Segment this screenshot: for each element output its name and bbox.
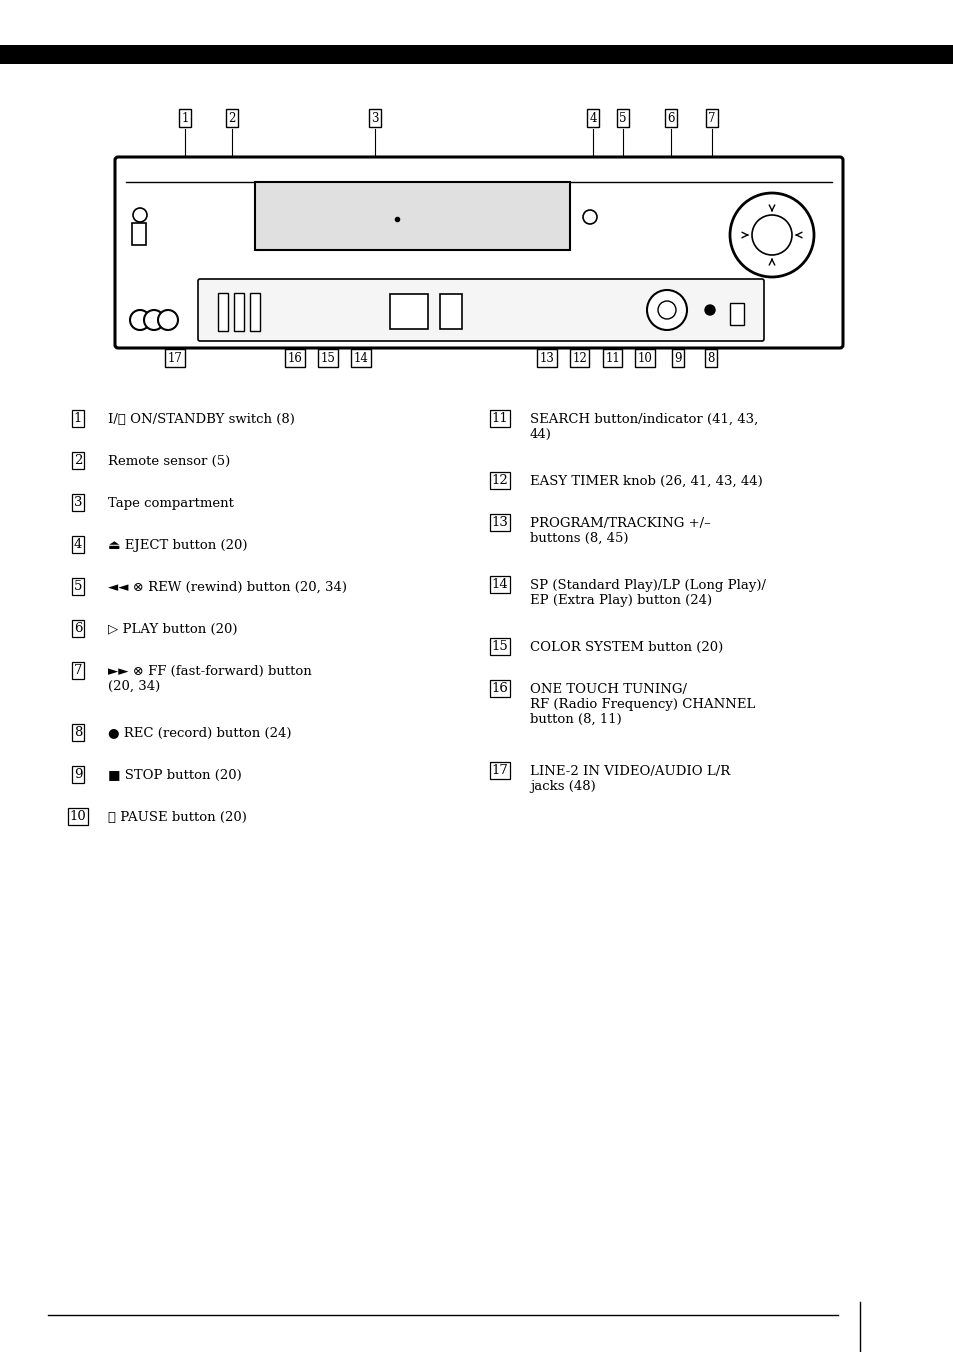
Text: 4: 4 bbox=[589, 111, 597, 124]
Text: ■ STOP button (20): ■ STOP button (20) bbox=[108, 769, 241, 781]
Text: Remote sensor (5): Remote sensor (5) bbox=[108, 456, 230, 468]
Text: 12: 12 bbox=[572, 352, 587, 365]
Circle shape bbox=[646, 289, 686, 330]
Bar bbox=[0, 45, 953, 64]
Text: LINE-2 IN VIDEO/AUDIO L/R
jacks (48): LINE-2 IN VIDEO/AUDIO L/R jacks (48) bbox=[530, 765, 729, 794]
Circle shape bbox=[158, 310, 178, 330]
Text: 9: 9 bbox=[73, 768, 82, 781]
Text: 13: 13 bbox=[539, 352, 554, 365]
Bar bbox=[233, 293, 244, 331]
Bar bbox=[729, 303, 743, 324]
Text: EASY TIMER knob (26, 41, 43, 44): EASY TIMER knob (26, 41, 43, 44) bbox=[530, 475, 762, 488]
Text: I/⏽ ON/STANDBY switch (8): I/⏽ ON/STANDBY switch (8) bbox=[108, 412, 294, 426]
Text: 11: 11 bbox=[491, 412, 508, 425]
Text: 14: 14 bbox=[491, 579, 508, 591]
Text: ⏸ PAUSE button (20): ⏸ PAUSE button (20) bbox=[108, 811, 247, 823]
Text: 6: 6 bbox=[73, 622, 82, 635]
Circle shape bbox=[132, 208, 147, 222]
Bar bbox=[132, 223, 146, 245]
Text: 3: 3 bbox=[371, 111, 378, 124]
Text: 5: 5 bbox=[73, 580, 82, 594]
Circle shape bbox=[704, 306, 714, 315]
Bar bbox=[218, 293, 228, 331]
Text: 10: 10 bbox=[70, 810, 87, 823]
Text: 3: 3 bbox=[73, 496, 82, 508]
Text: 9: 9 bbox=[674, 352, 681, 365]
Text: 8: 8 bbox=[73, 726, 82, 740]
Text: ►► ⊗ FF (fast-forward) button
(20, 34): ►► ⊗ FF (fast-forward) button (20, 34) bbox=[108, 665, 312, 694]
Text: ⏏ EJECT button (20): ⏏ EJECT button (20) bbox=[108, 539, 247, 552]
Text: COLOR SYSTEM button (20): COLOR SYSTEM button (20) bbox=[530, 641, 722, 654]
Text: SP (Standard Play)/LP (Long Play)/
EP (Extra Play) button (24): SP (Standard Play)/LP (Long Play)/ EP (E… bbox=[530, 579, 765, 607]
Text: SEARCH button/indicator (41, 43,
44): SEARCH button/indicator (41, 43, 44) bbox=[530, 412, 758, 441]
Text: 13: 13 bbox=[491, 516, 508, 529]
Circle shape bbox=[658, 301, 676, 319]
Text: ONE TOUCH TUNING/
RF (Radio Frequency) CHANNEL
button (8, 11): ONE TOUCH TUNING/ RF (Radio Frequency) C… bbox=[530, 683, 755, 726]
FancyBboxPatch shape bbox=[198, 279, 763, 341]
Text: Tape compartment: Tape compartment bbox=[108, 498, 233, 510]
Text: 7: 7 bbox=[73, 664, 82, 677]
Text: 8: 8 bbox=[706, 352, 714, 365]
Text: 1: 1 bbox=[181, 111, 189, 124]
Text: 11: 11 bbox=[605, 352, 619, 365]
Bar bbox=[390, 293, 428, 329]
Circle shape bbox=[751, 215, 791, 256]
Text: ▷ PLAY button (20): ▷ PLAY button (20) bbox=[108, 623, 237, 635]
Text: 6: 6 bbox=[666, 111, 674, 124]
Text: 4: 4 bbox=[73, 538, 82, 552]
Text: 17: 17 bbox=[491, 764, 508, 777]
Text: 12: 12 bbox=[491, 475, 508, 487]
Text: 7: 7 bbox=[707, 111, 715, 124]
Text: 15: 15 bbox=[320, 352, 335, 365]
Text: ● REC (record) button (24): ● REC (record) button (24) bbox=[108, 727, 292, 740]
Text: 2: 2 bbox=[73, 454, 82, 466]
Text: 1: 1 bbox=[73, 412, 82, 425]
Circle shape bbox=[729, 193, 813, 277]
Text: 2: 2 bbox=[228, 111, 235, 124]
Text: ◄◄ ⊗ REW (rewind) button (20, 34): ◄◄ ⊗ REW (rewind) button (20, 34) bbox=[108, 581, 347, 594]
Bar bbox=[439, 293, 461, 329]
Text: 14: 14 bbox=[354, 352, 368, 365]
Text: PROGRAM/TRACKING +/–
buttons (8, 45): PROGRAM/TRACKING +/– buttons (8, 45) bbox=[530, 516, 710, 545]
Text: 17: 17 bbox=[168, 352, 182, 365]
Circle shape bbox=[144, 310, 164, 330]
Bar bbox=[250, 293, 260, 331]
Text: 16: 16 bbox=[491, 681, 508, 695]
Text: 5: 5 bbox=[618, 111, 626, 124]
Text: 10: 10 bbox=[637, 352, 652, 365]
Bar bbox=[254, 183, 569, 250]
Text: 16: 16 bbox=[287, 352, 302, 365]
Text: 15: 15 bbox=[491, 639, 508, 653]
FancyBboxPatch shape bbox=[115, 157, 842, 347]
Circle shape bbox=[130, 310, 150, 330]
Circle shape bbox=[582, 210, 597, 224]
